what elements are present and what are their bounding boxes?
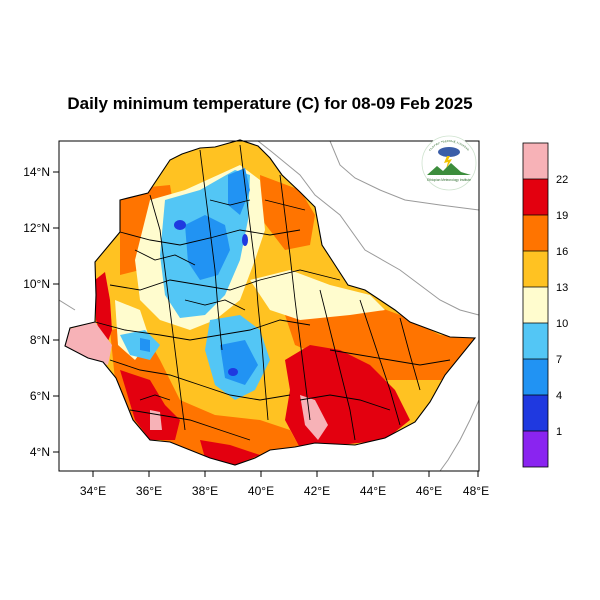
colorbar-label: 1 (556, 426, 562, 438)
lon-tick-label: 40°E (248, 484, 274, 498)
field-red-south (200, 440, 260, 465)
field-pink-gambela (65, 322, 112, 365)
lat-tick-label: 4°N (30, 445, 50, 459)
colorbar-box-13-16 (523, 251, 548, 287)
lon-tick-label: 36°E (136, 484, 162, 498)
logo-caption: Ethiopian Meteorology Institute (427, 178, 471, 182)
institute-logo: የኢትዮጵያ ሚቲዎሮሎጂ ኢንስቲትዩት Ethiopian Meteorol… (421, 135, 477, 191)
colorbar-label: 7 (556, 354, 562, 366)
plot-border (58, 140, 480, 472)
colorbar-label: 16 (556, 246, 568, 258)
lon-tick-label: 48°E (463, 484, 489, 498)
field-cream-rift (250, 270, 385, 320)
neighbor-coastlines (59, 141, 479, 471)
map-title: Daily minimum temperature (C) for 08-09 … (67, 94, 473, 113)
colorbar-label: 4 (556, 390, 562, 402)
colorbar-label: 19 (556, 210, 568, 222)
lat-tick-label: 6°N (30, 389, 50, 403)
lon-tick-label: 44°E (360, 484, 386, 498)
colorbar-box-1-4 (523, 395, 548, 431)
lon-tick-label: 46°E (416, 484, 442, 498)
logo-lightning-icon (444, 156, 452, 169)
longitude-labels: 34°E 36°E 38°E 40°E 42°E 44°E 46°E 48°E (80, 484, 489, 498)
colorbar-label: 10 (556, 318, 568, 330)
field-pink-southeast (300, 395, 328, 440)
ethiopia-outline (64, 139, 477, 466)
lon-tick-label: 42°E (304, 484, 330, 498)
latitude-labels: 14°N 12°N 10°N 8°N 6°N 4°N (23, 165, 50, 459)
field-darkblue-spot-2 (228, 368, 238, 376)
field-red-southwest (120, 370, 180, 440)
colorbar-box-7-10 (523, 323, 548, 359)
logo-cloud-icon (438, 147, 460, 157)
field-darkblue-spot-3 (242, 234, 248, 246)
colorbar-label: 22 (556, 174, 568, 186)
colorbar-box-below-1 (523, 431, 548, 467)
field-blue-core-4 (140, 338, 150, 352)
logo-mountains-icon (427, 163, 471, 175)
colorbar: 22 19 16 13 10 7 4 1 (522, 142, 568, 468)
lat-tick-label: 14°N (23, 165, 50, 179)
colorbar-box-4-7 (523, 359, 548, 395)
field-darkblue-spot-1 (174, 220, 186, 230)
lon-tick-label: 34°E (80, 484, 106, 498)
lon-tick-label: 38°E (192, 484, 218, 498)
lat-tick-label: 8°N (30, 333, 50, 347)
colorbar-box-10-13 (523, 287, 548, 323)
field-blue-core-1 (185, 215, 230, 280)
lat-tick-label: 12°N (23, 221, 50, 235)
colorbar-box-above-22 (523, 143, 548, 179)
lat-tick-label: 10°N (23, 277, 50, 291)
colorbar-label: 13 (556, 282, 568, 294)
colorbar-box-16-19 (523, 215, 548, 251)
admin-boundaries (94, 144, 451, 441)
colorbar-box-19-22 (523, 179, 548, 215)
axis-ticks (53, 171, 479, 477)
